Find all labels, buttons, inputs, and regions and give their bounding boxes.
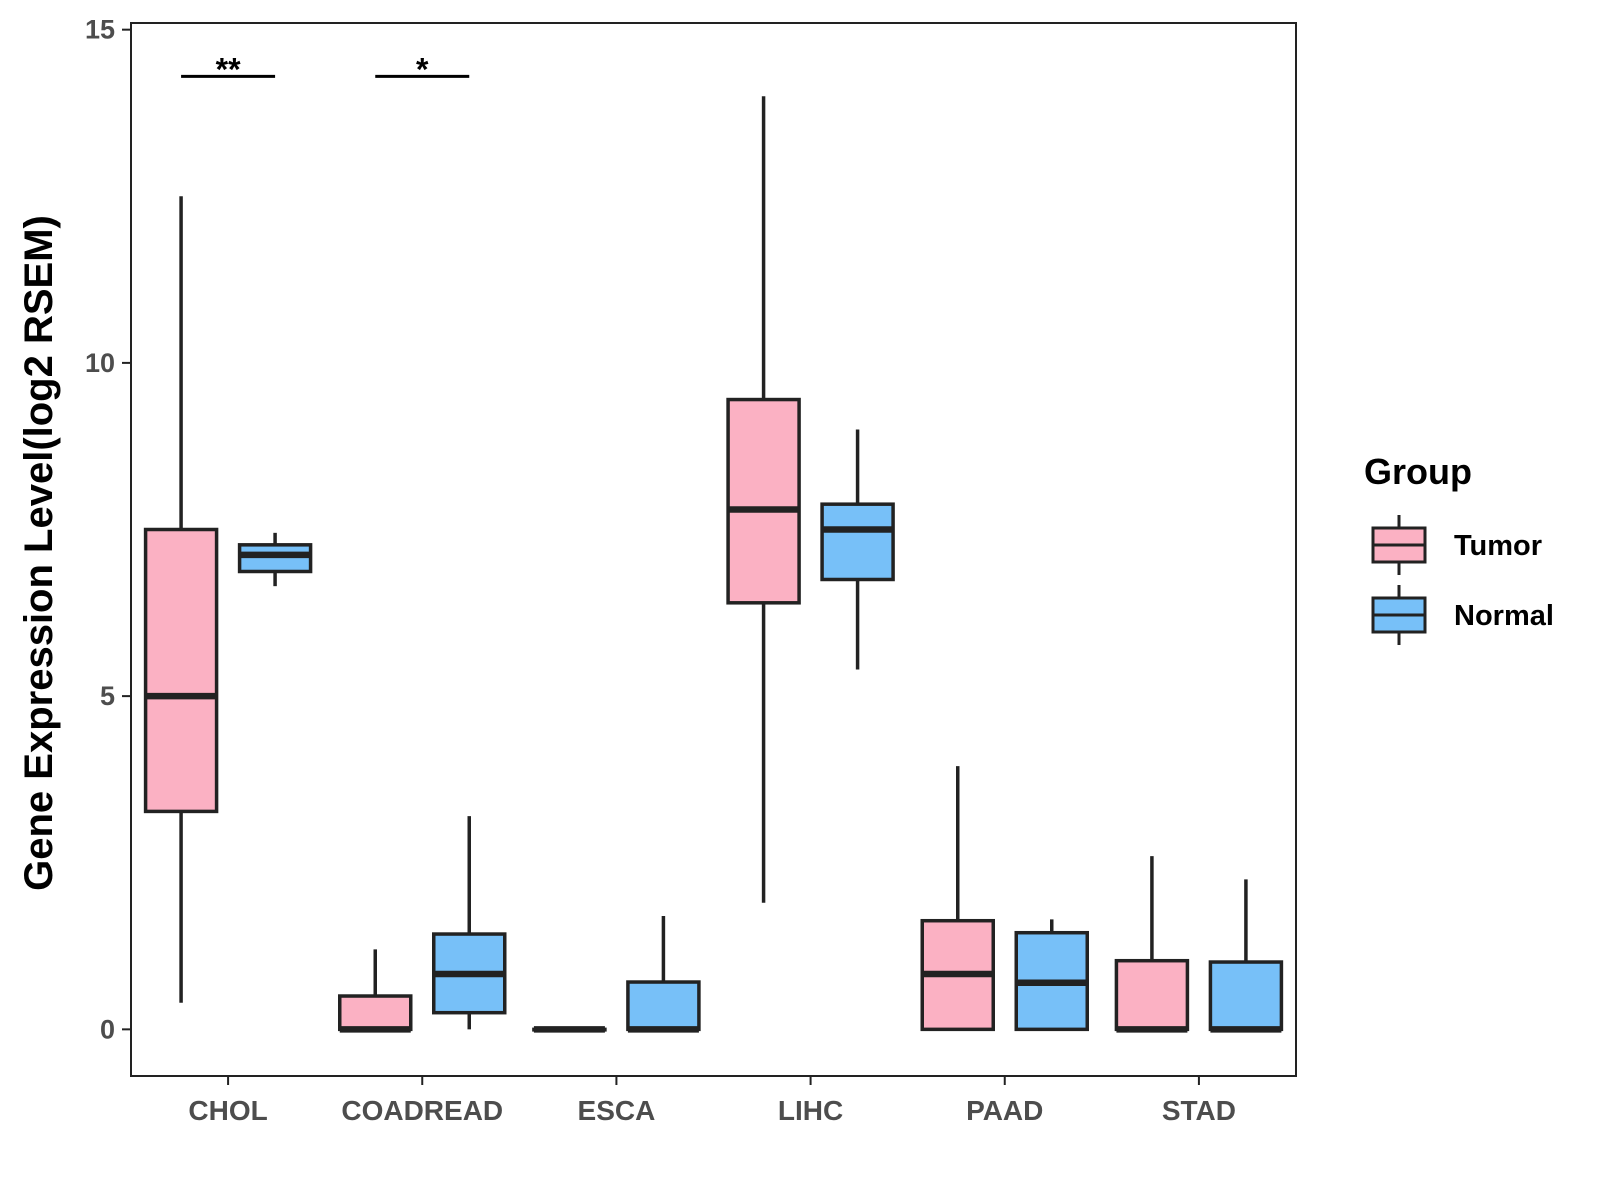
x-tick-label-coadread: COADREAD: [341, 1095, 503, 1126]
legend-label: Normal: [1454, 600, 1554, 632]
box-normal-chol: [237, 532, 313, 587]
y-tick-label: 15: [85, 15, 115, 45]
box-body: [626, 980, 701, 1032]
y-tick-label: 5: [100, 681, 115, 711]
axes: 0 5 10 15 CHOL COADREAD ESCA LIHC PAAD STAD: [85, 15, 1236, 1126]
x-tick-label-chol: CHOL: [188, 1095, 267, 1126]
significance-annotations: ** *: [181, 51, 470, 87]
box-body: [1114, 958, 1190, 1032]
box-normal-lihc: [820, 429, 895, 670]
box-tumor-chol: [143, 196, 219, 1003]
legend-title: Group: [1364, 451, 1472, 492]
box-tumor-paad: [920, 766, 995, 1032]
x-tick-label-lihc: LIHC: [778, 1095, 843, 1126]
box-normal-coadread: [432, 816, 507, 1030]
box-body: [338, 994, 413, 1032]
box-body: [143, 527, 219, 814]
significance-label: *: [416, 51, 429, 87]
y-axis-title: Gene Expression Level(log2 RSEM): [17, 215, 61, 891]
box-body: [237, 543, 313, 574]
y-tick-label: 10: [85, 348, 115, 378]
box-body: [1208, 960, 1284, 1032]
significance-coadread: *: [375, 51, 470, 87]
legend-label: Tumor: [1454, 530, 1542, 562]
significance-label: **: [216, 51, 241, 87]
x-tick-label-esca: ESCA: [578, 1095, 656, 1126]
box-tumor-lihc: [726, 96, 801, 903]
y-tick-label: 0: [100, 1014, 115, 1044]
legend: Group Tumor Normal: [1364, 451, 1554, 645]
box-normal-paad: [1014, 919, 1089, 1032]
plot-panel-border: [130, 22, 1297, 1077]
x-tick-label-paad: PAAD: [966, 1095, 1043, 1126]
box-tumor-stad: [1114, 856, 1190, 1033]
box-normal-esca: [626, 916, 701, 1033]
legend-item-tumor: Tumor: [1371, 515, 1542, 575]
box-body: [726, 397, 801, 605]
boxes-layer: [143, 96, 1284, 1033]
box-tumor-esca: [532, 1026, 607, 1033]
significance-chol: **: [181, 51, 276, 87]
box-body: [820, 502, 895, 582]
box-tumor-coadread: [338, 949, 413, 1033]
x-tick-label-stad: STAD: [1162, 1095, 1236, 1126]
box-normal-stad: [1208, 879, 1284, 1033]
legend-item-normal: Normal: [1371, 585, 1554, 645]
